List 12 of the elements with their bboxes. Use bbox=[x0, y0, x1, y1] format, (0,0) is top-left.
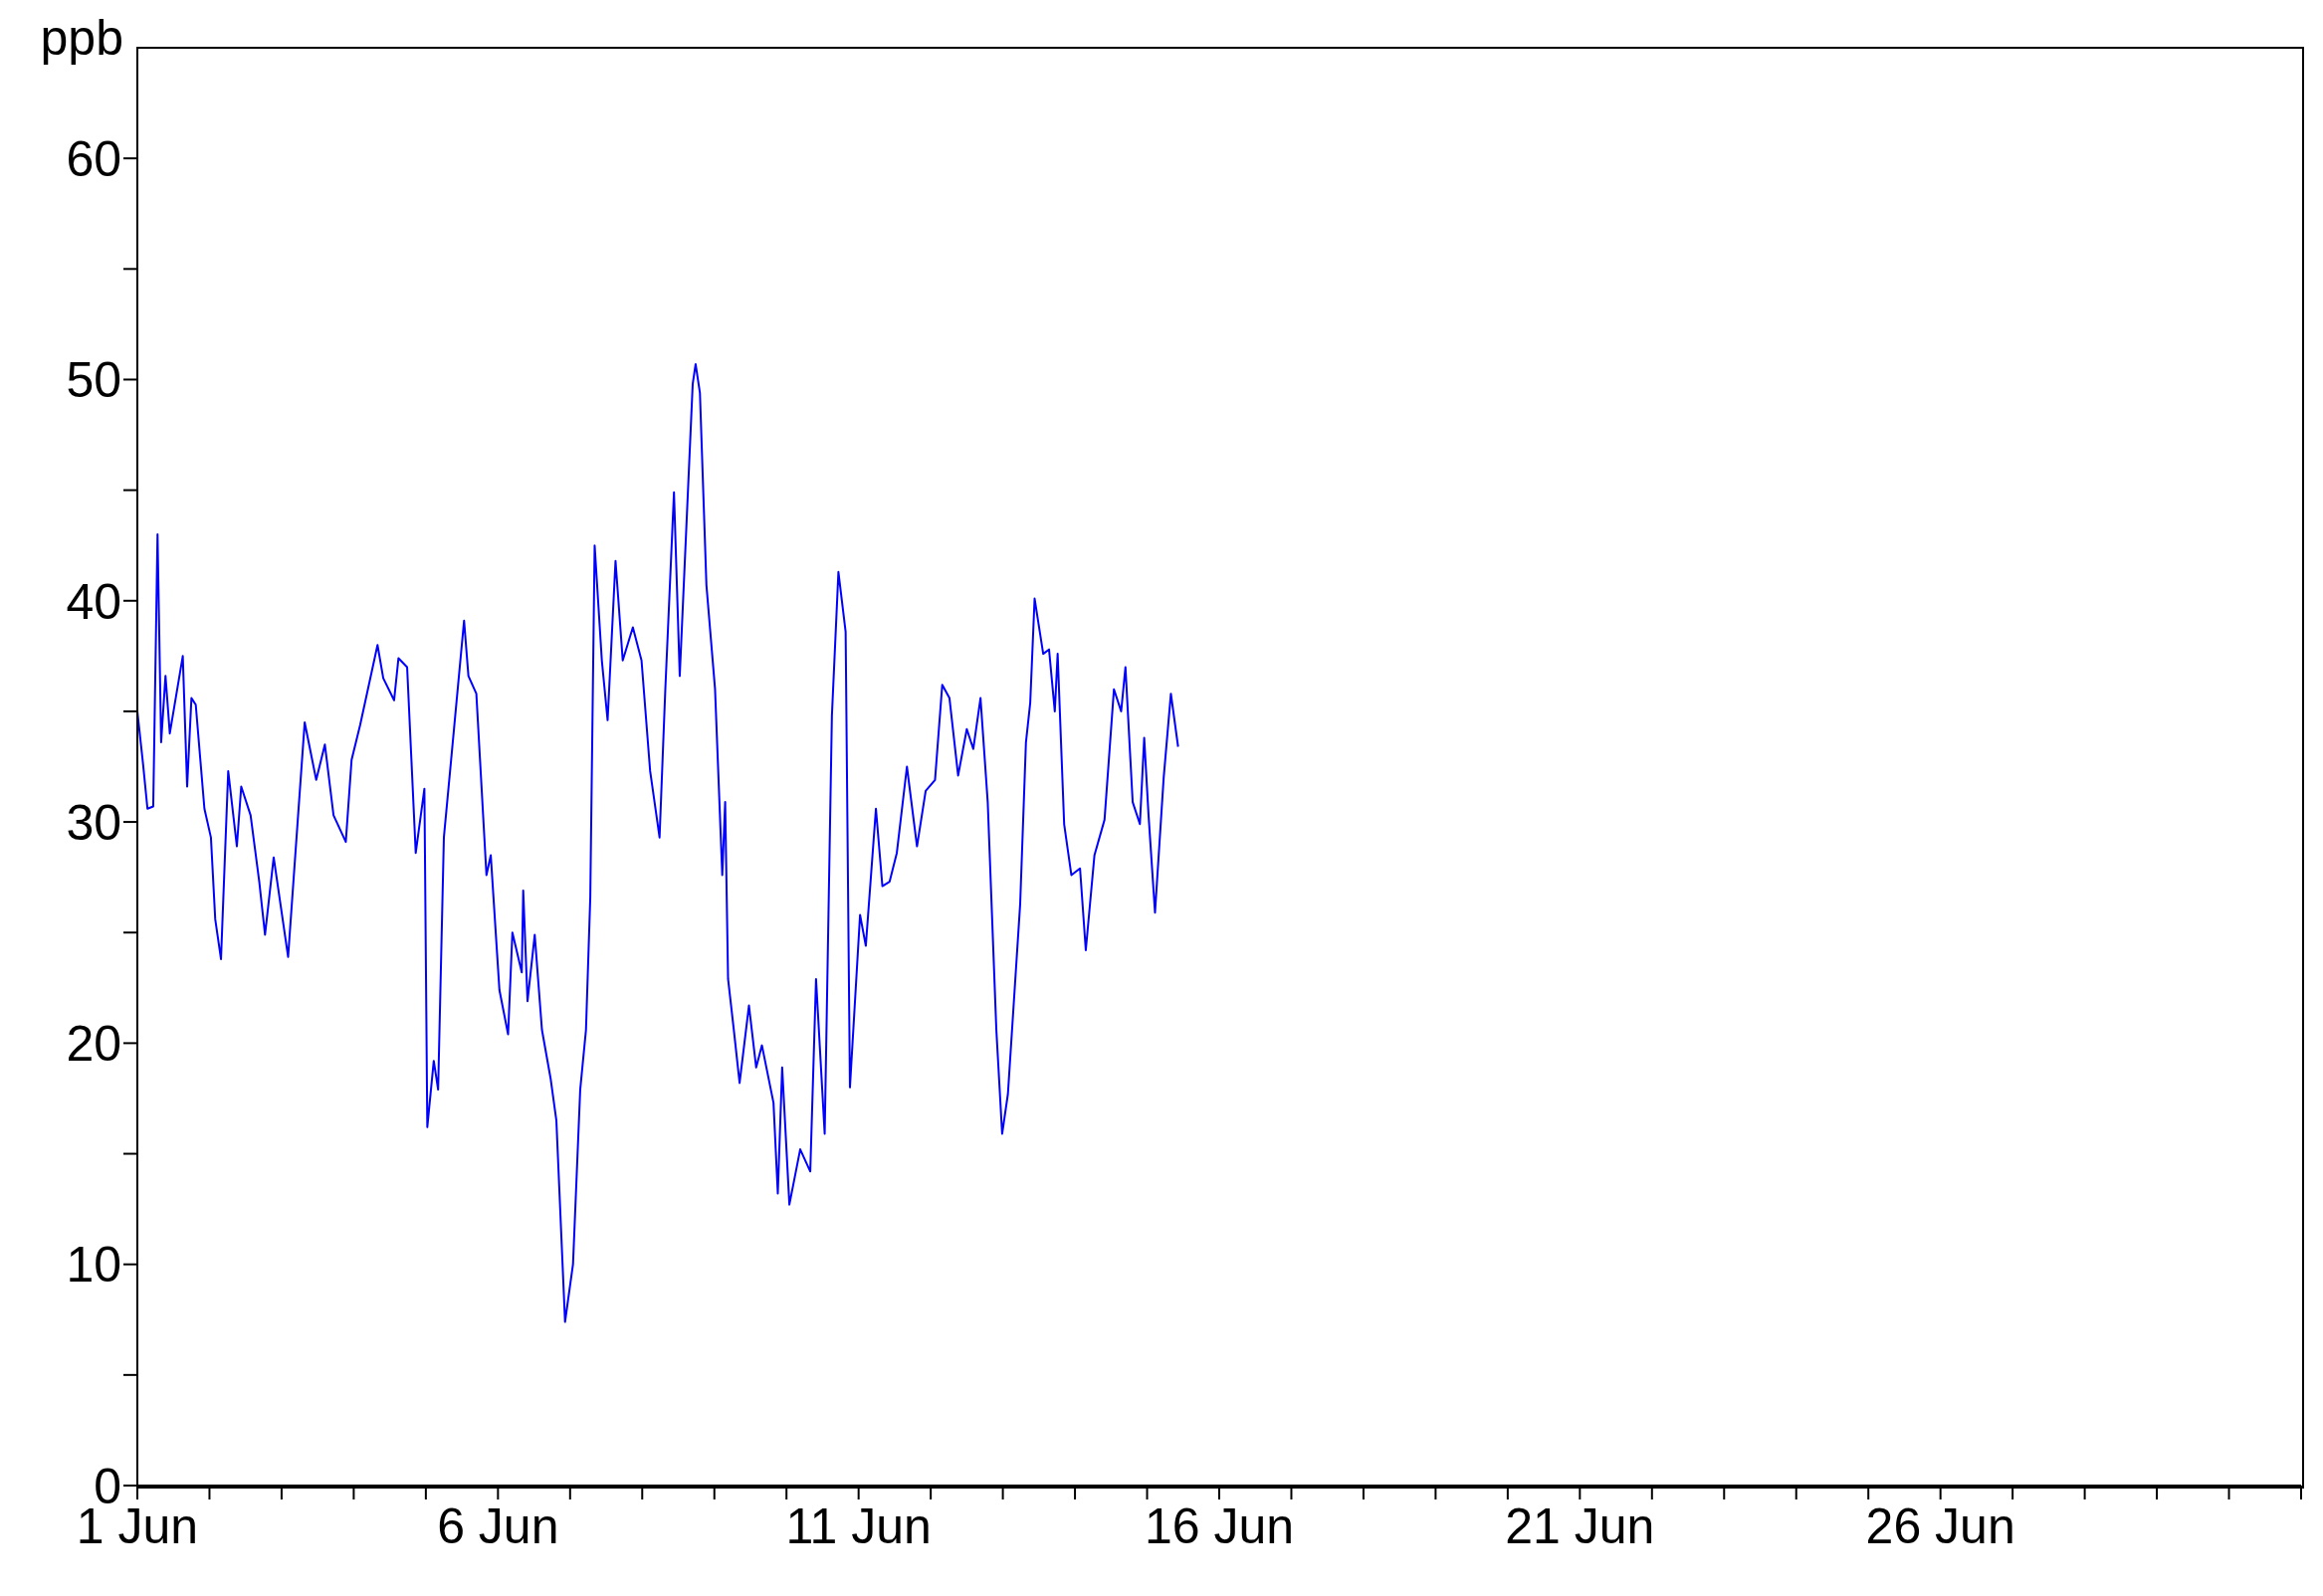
x-tick-label: 11 Jun bbox=[785, 1497, 932, 1554]
x-tick-label: 16 Jun bbox=[1144, 1497, 1295, 1554]
y-tick-label: 20 bbox=[66, 1016, 121, 1073]
x-tick-label: 21 Jun bbox=[1505, 1497, 1655, 1554]
y-tick-label: 50 bbox=[66, 352, 121, 409]
y-tick-label: 30 bbox=[66, 794, 121, 851]
y-tick-label: 10 bbox=[66, 1237, 121, 1294]
x-tick-label: 6 Jun bbox=[437, 1497, 559, 1554]
y-axis-title: ppb bbox=[39, 10, 123, 66]
y-tick-label: 60 bbox=[66, 130, 121, 187]
x-tick-label: 26 Jun bbox=[1865, 1497, 2015, 1554]
y-tick-label: 40 bbox=[66, 573, 121, 630]
